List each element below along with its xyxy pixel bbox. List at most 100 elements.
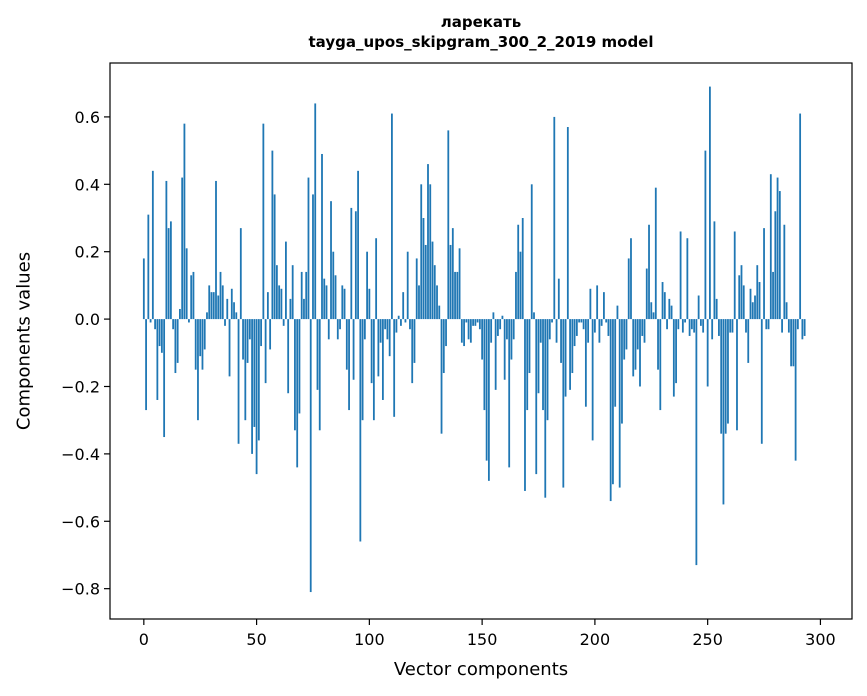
bar-97 <box>361 319 364 421</box>
bar-104 <box>377 319 380 377</box>
bar-203 <box>600 319 603 326</box>
bar-25 <box>199 319 202 357</box>
bar-95 <box>357 170 359 320</box>
bar-102 <box>372 319 375 421</box>
bar-238 <box>679 231 682 320</box>
bar-79 <box>321 153 323 320</box>
bar-99 <box>366 251 368 320</box>
y-tick-label: 0.4 <box>75 175 100 194</box>
bar-152 <box>485 319 488 461</box>
bar-130 <box>436 285 438 320</box>
bar-26 <box>201 319 204 370</box>
bar-11 <box>167 228 170 320</box>
bar-80 <box>323 278 326 320</box>
bar-204 <box>603 292 605 320</box>
bar-23 <box>194 319 197 370</box>
bar-101 <box>370 319 373 384</box>
bar-209 <box>614 319 617 407</box>
bar-93 <box>352 319 355 380</box>
bar-290 <box>796 319 799 330</box>
bar-50 <box>255 319 258 475</box>
bar-164 <box>512 319 515 340</box>
bar-148 <box>476 319 479 323</box>
bar-202 <box>598 319 601 343</box>
bar-179 <box>546 319 549 421</box>
bar-134 <box>445 319 447 347</box>
bar-221 <box>641 319 644 336</box>
bar-276 <box>765 319 768 330</box>
bar-88 <box>341 285 344 320</box>
bar-58 <box>273 194 276 320</box>
bar-74 <box>309 319 312 593</box>
bar-208 <box>612 319 614 485</box>
bar-206 <box>607 319 610 336</box>
bar-214 <box>625 319 628 350</box>
bar-89 <box>343 288 346 320</box>
bar-241 <box>686 238 689 320</box>
bar-24 <box>197 319 199 421</box>
bar-73 <box>307 177 310 320</box>
bar-275 <box>763 228 765 320</box>
bar-240 <box>684 319 686 323</box>
bar-20 <box>188 319 190 323</box>
bar-32 <box>215 180 217 320</box>
bar-12 <box>169 221 172 320</box>
bar-278 <box>769 174 772 320</box>
bar-66 <box>291 265 294 320</box>
bar-205 <box>605 319 608 323</box>
bar-96 <box>359 319 362 542</box>
bar-266 <box>742 285 745 320</box>
bar-133 <box>442 319 445 374</box>
bar-157 <box>497 319 499 336</box>
bar-86 <box>336 319 339 340</box>
bar-144 <box>467 319 470 340</box>
bar-263 <box>736 319 738 431</box>
bar-218 <box>634 319 637 370</box>
bar-17 <box>181 177 184 320</box>
bar-253 <box>713 221 716 320</box>
bar-1 <box>145 319 147 411</box>
x-tick-label: 100 <box>354 630 385 649</box>
bar-119 <box>411 319 414 384</box>
bar-40 <box>233 302 235 320</box>
bar-83 <box>330 201 332 320</box>
bar-141 <box>460 319 463 343</box>
bar-137 <box>451 228 454 320</box>
bar-267 <box>745 319 747 333</box>
bar-7 <box>158 319 161 347</box>
bar-43 <box>239 228 242 320</box>
bar-103 <box>375 238 378 320</box>
bar-211 <box>618 319 621 488</box>
bar-239 <box>681 319 684 333</box>
bar-39 <box>230 288 233 320</box>
y-axis-label: Components values <box>13 251 35 431</box>
bar-30 <box>210 292 213 320</box>
bar-256 <box>720 319 723 434</box>
bar-182 <box>553 116 556 320</box>
bar-213 <box>623 319 626 360</box>
bar-265 <box>740 265 743 320</box>
bar-75 <box>312 194 314 320</box>
bar-29 <box>208 285 211 320</box>
bar-268 <box>747 319 750 363</box>
bar-282 <box>778 191 781 320</box>
bar-48 <box>251 319 253 454</box>
bar-289 <box>794 319 797 461</box>
y-tick-label: −0.2 <box>61 377 100 396</box>
bar-3 <box>149 319 152 323</box>
bar-91 <box>348 319 350 411</box>
x-tick-label: 50 <box>246 630 266 649</box>
bar-175 <box>537 319 540 394</box>
y-tick-label: −0.6 <box>61 512 100 531</box>
bar-181 <box>551 319 553 323</box>
bar-87 <box>339 319 341 330</box>
bar-226 <box>652 312 655 320</box>
bar-252 <box>711 319 714 340</box>
y-axis: −0.8 −0.6 −0.4 −0.2 0.0 0.2 0.4 0.6 <box>61 108 110 599</box>
bar-116 <box>404 319 407 323</box>
bar-190 <box>571 319 574 374</box>
bar-193 <box>578 319 580 323</box>
bar-76 <box>314 103 317 320</box>
bar-115 <box>402 292 405 320</box>
bar-194 <box>580 319 583 323</box>
